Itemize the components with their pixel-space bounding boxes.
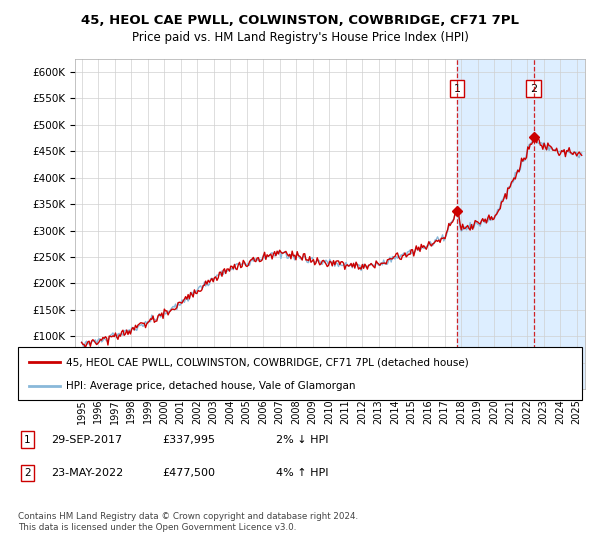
Text: 23-MAY-2022: 23-MAY-2022 — [51, 468, 123, 478]
Text: HPI: Average price, detached house, Vale of Glamorgan: HPI: Average price, detached house, Vale… — [66, 380, 355, 390]
Text: Price paid vs. HM Land Registry's House Price Index (HPI): Price paid vs. HM Land Registry's House … — [131, 31, 469, 44]
Text: 1: 1 — [454, 83, 461, 94]
Text: £477,500: £477,500 — [162, 468, 215, 478]
Text: 29-SEP-2017: 29-SEP-2017 — [51, 435, 122, 445]
Text: 2: 2 — [24, 468, 31, 478]
Text: 45, HEOL CAE PWLL, COLWINSTON, COWBRIDGE, CF71 7PL: 45, HEOL CAE PWLL, COLWINSTON, COWBRIDGE… — [81, 14, 519, 27]
FancyBboxPatch shape — [18, 347, 582, 400]
Text: £337,995: £337,995 — [162, 435, 215, 445]
Text: Contains HM Land Registry data © Crown copyright and database right 2024.
This d: Contains HM Land Registry data © Crown c… — [18, 512, 358, 532]
Text: 4% ↑ HPI: 4% ↑ HPI — [276, 468, 329, 478]
Text: 45, HEOL CAE PWLL, COLWINSTON, COWBRIDGE, CF71 7PL (detached house): 45, HEOL CAE PWLL, COLWINSTON, COWBRIDGE… — [66, 357, 469, 367]
Text: 2% ↓ HPI: 2% ↓ HPI — [276, 435, 329, 445]
Bar — [457, 59, 590, 389]
Text: 1: 1 — [24, 435, 31, 445]
Text: 2: 2 — [530, 83, 537, 94]
